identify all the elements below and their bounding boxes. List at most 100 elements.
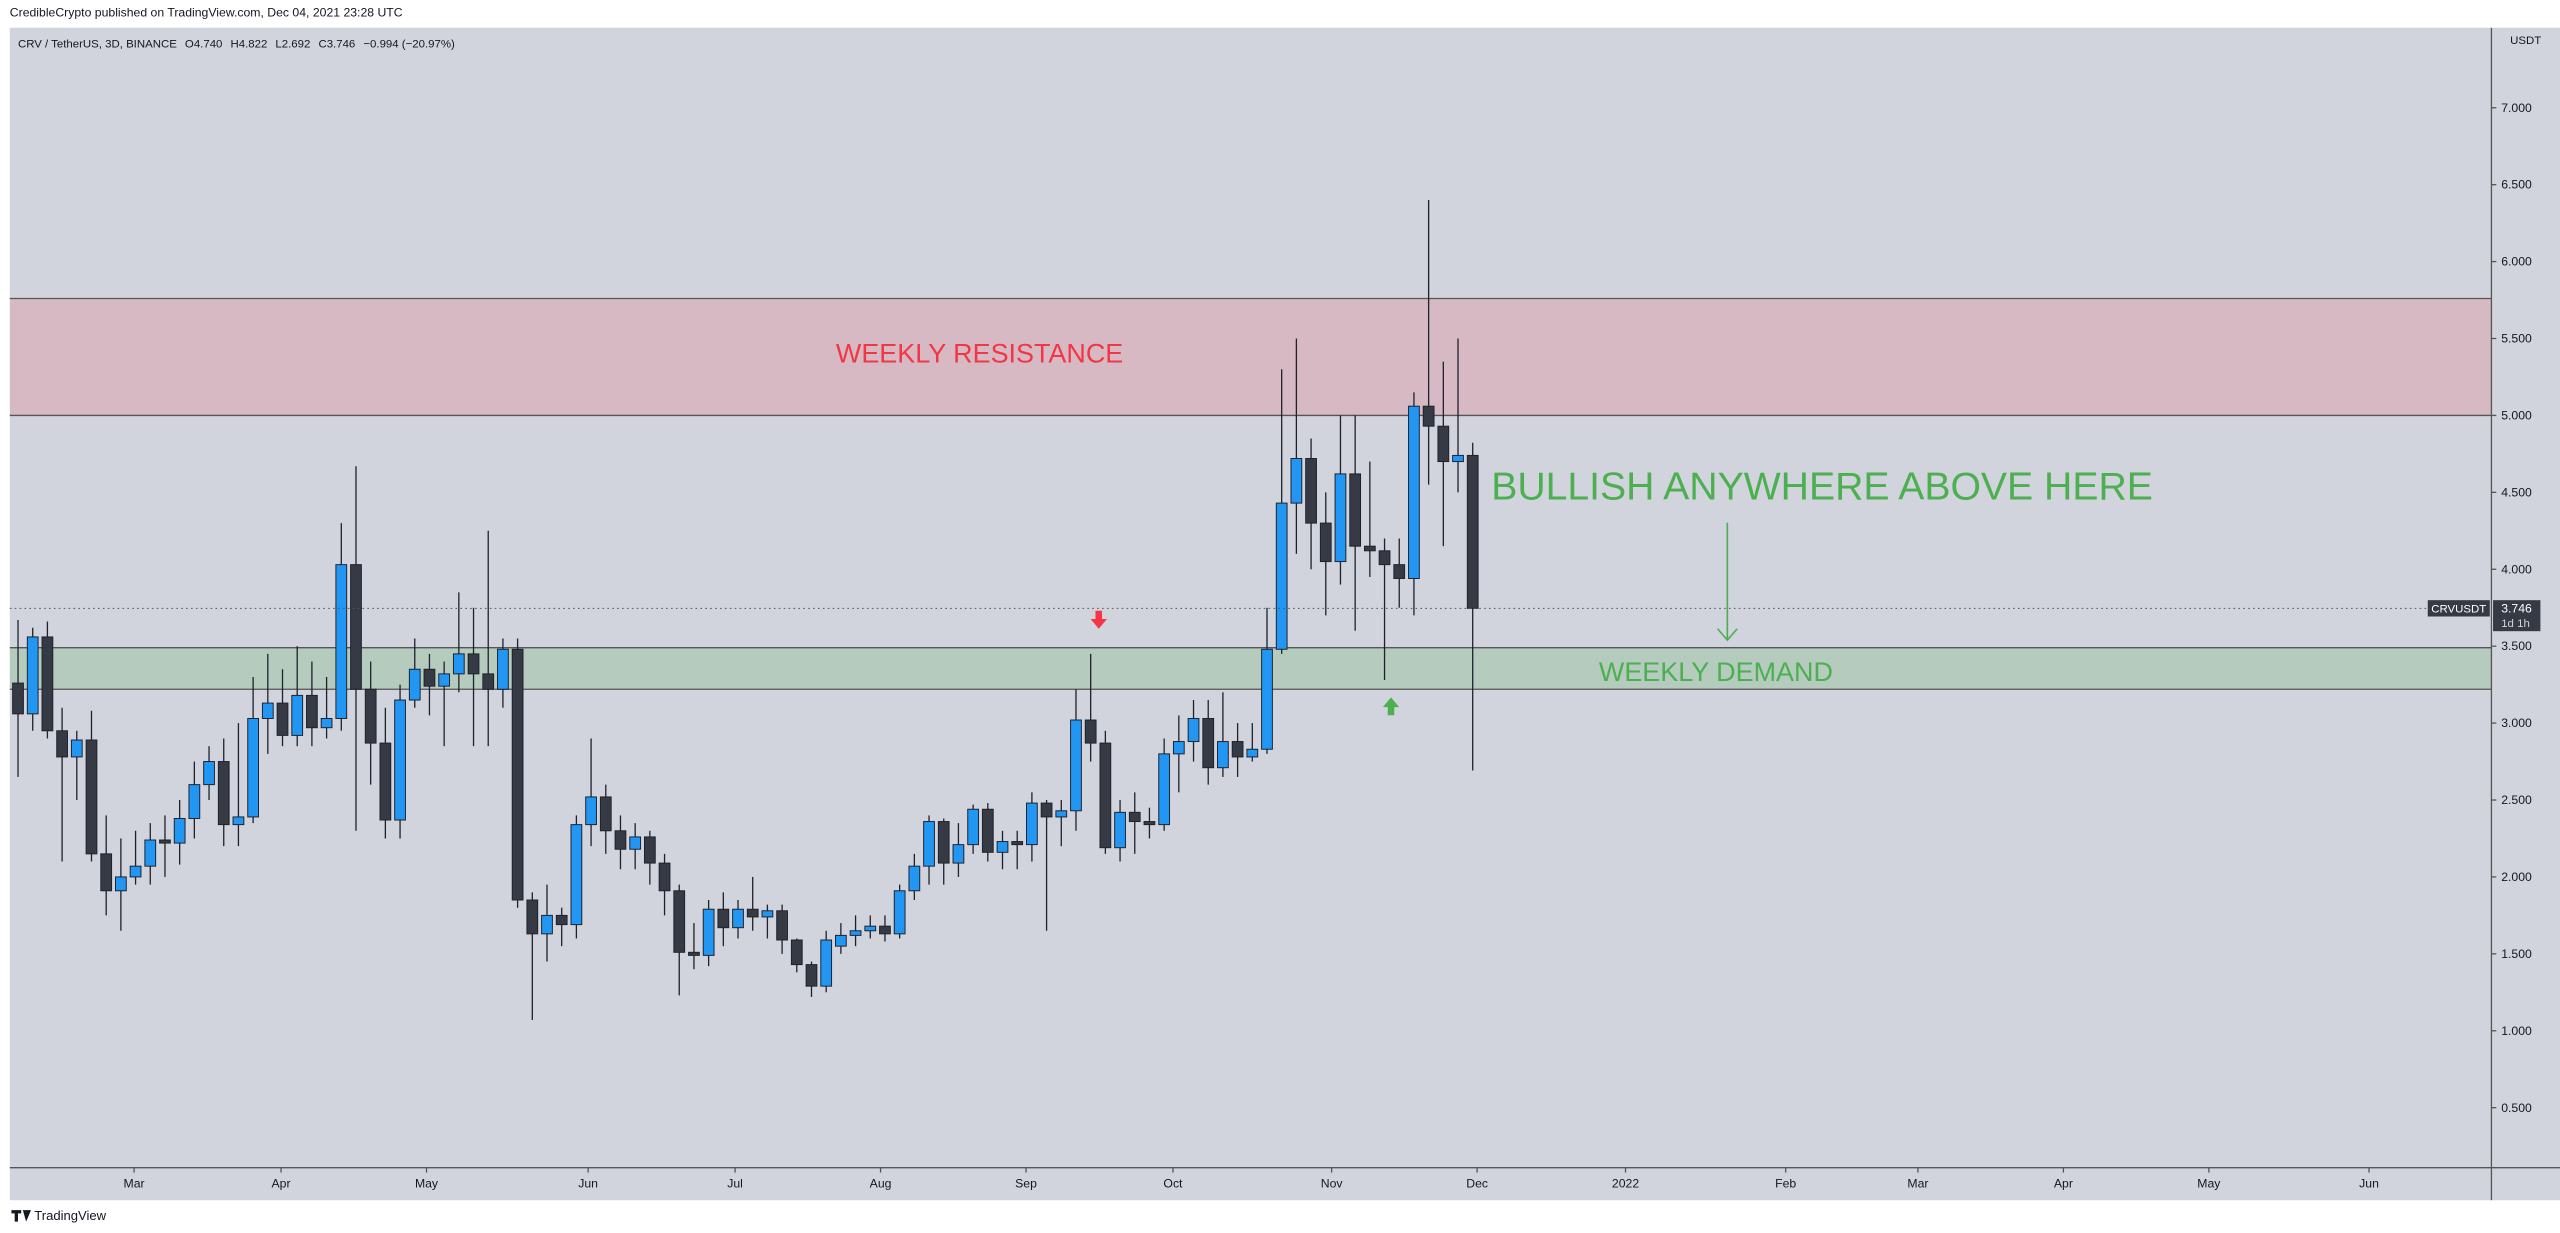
candle-body — [820, 939, 833, 987]
candle-body — [1334, 473, 1347, 563]
candle-body — [1408, 405, 1420, 579]
candle-body — [232, 816, 245, 826]
candle-body — [643, 836, 656, 864]
symbol-tag-text: CRVUSDT — [2431, 603, 2486, 615]
candle-body — [423, 668, 436, 687]
zone-label: WEEKLY DEMAND — [1599, 657, 1833, 687]
candle-body — [1202, 717, 1215, 769]
y-tick-label: 1.500 — [2501, 947, 2532, 961]
publisher: CredibleCrypto published on TradingView.… — [10, 5, 403, 19]
candle-body — [732, 908, 744, 929]
candle-body — [952, 844, 965, 864]
candle-body — [1114, 811, 1126, 849]
candle-body — [511, 648, 524, 901]
candle-body — [541, 914, 553, 935]
x-tick-label: May — [415, 1176, 439, 1190]
candle-body — [56, 730, 68, 758]
zone — [9, 647, 2492, 690]
x-tick-label: 2022 — [1612, 1176, 1639, 1190]
candle-body — [1349, 473, 1362, 547]
y-tick-label: 6.500 — [2501, 178, 2532, 192]
candle-body — [70, 739, 83, 758]
candle-body — [12, 682, 24, 715]
legend: CRV / TetherUS, 3D, BINANCE O4.740 H4.82… — [18, 38, 455, 50]
candle-body — [1422, 405, 1435, 427]
candle-body — [41, 636, 54, 732]
candle-body — [1275, 502, 1288, 650]
candle-body — [438, 673, 451, 687]
candle-body — [834, 934, 847, 947]
candle-body — [1466, 454, 1479, 609]
x-tick-label: Mar — [1907, 1176, 1928, 1190]
symbol-tag — [2427, 600, 2490, 617]
candle-body — [1158, 753, 1171, 826]
candle-body — [497, 648, 509, 690]
legend-key: L — [275, 38, 281, 50]
candle-body — [1393, 564, 1406, 579]
candle-body — [805, 964, 818, 987]
x-tick-label: May — [2197, 1176, 2221, 1190]
legend-value: 2.692 — [282, 38, 311, 50]
candle-body — [159, 839, 171, 844]
x-tick-label: Apr — [2054, 1176, 2073, 1190]
candle-body — [776, 910, 788, 941]
legend-value: 4.822 — [239, 38, 268, 50]
x-tick-label: Oct — [1163, 1176, 1183, 1190]
candle-body — [1099, 742, 1112, 849]
y-tick-label: 4.000 — [2501, 562, 2532, 576]
candle-body — [717, 908, 730, 929]
y-tick-label: 7.000 — [2501, 101, 2532, 115]
zone-label: WEEKLY RESISTANCE — [836, 339, 1123, 369]
footer-bg — [0, 1200, 2560, 1233]
candle-body — [115, 876, 127, 892]
candle-body — [188, 784, 201, 819]
candle-body — [306, 694, 318, 729]
y-tick-label: 3.500 — [2501, 639, 2532, 653]
candle-body — [1378, 550, 1391, 566]
x-tick-label: Dec — [1466, 1176, 1488, 1190]
candle-body — [923, 821, 935, 867]
candle-body — [599, 796, 612, 832]
candle-body — [335, 564, 348, 719]
legend-key: O — [185, 38, 194, 50]
candle-body — [217, 761, 230, 826]
x-tick-label: Mar — [124, 1176, 145, 1190]
candle-body — [658, 862, 671, 892]
candle-body — [203, 761, 215, 786]
candle-body — [1084, 719, 1097, 744]
candle-body — [261, 702, 274, 719]
y-tick-label: 2.000 — [2501, 870, 2532, 884]
legend-change: −0.994 (−20.97%) — [363, 38, 455, 50]
candle-body — [26, 636, 39, 715]
candle-body — [1261, 648, 1273, 750]
candle-body — [144, 839, 157, 867]
annotation-arrow — [1716, 522, 1738, 642]
legend-value: 4.740 — [194, 38, 223, 50]
candle-body — [879, 925, 891, 935]
candle-body — [350, 564, 362, 690]
x-tick-label: Sep — [1015, 1176, 1037, 1190]
candle-body — [1305, 458, 1317, 524]
logo — [11, 1210, 32, 1222]
candle-body — [1143, 821, 1156, 826]
candle-body — [996, 841, 1009, 853]
candle-body — [1452, 454, 1464, 463]
candle-body — [1231, 741, 1244, 758]
y-tick-label: 4.500 — [2501, 485, 2532, 499]
candle-body — [129, 865, 142, 878]
candle-body — [570, 824, 583, 926]
candle-body — [967, 808, 979, 846]
y-unit: USDT — [2510, 35, 2541, 47]
candle-body — [1217, 741, 1229, 769]
candle-body — [100, 853, 113, 892]
candle-body — [247, 717, 260, 818]
candle-body — [1070, 719, 1082, 812]
footer-brand: TradingView — [34, 1208, 106, 1223]
candle-body — [790, 939, 803, 966]
candle-body — [1290, 458, 1303, 504]
y-tick-label: 1.000 — [2501, 1024, 2532, 1038]
candle-body — [937, 821, 950, 864]
y-tick-label: 2.500 — [2501, 793, 2532, 807]
price-tag — [2493, 600, 2541, 632]
